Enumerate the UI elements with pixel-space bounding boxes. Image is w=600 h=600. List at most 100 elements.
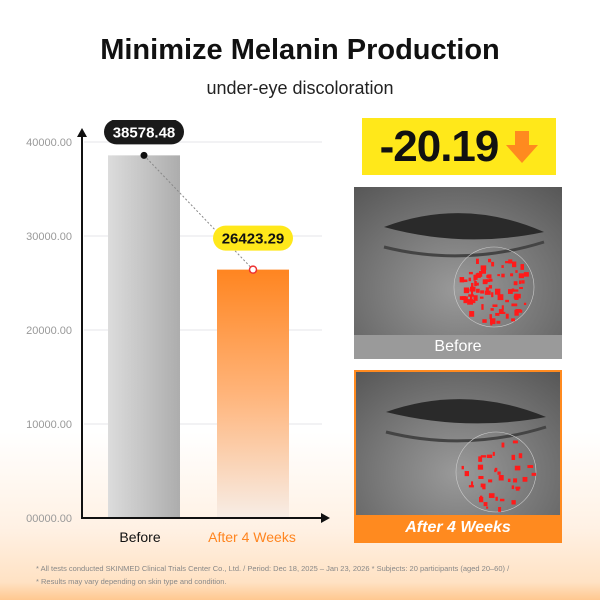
melanin-spot <box>491 261 495 267</box>
melanin-spot <box>468 485 474 488</box>
melanin-spot <box>514 309 519 316</box>
melanin-spot <box>486 275 492 278</box>
melanin-spot <box>459 277 465 283</box>
melanin-spot <box>501 442 505 448</box>
melanin-spot <box>510 273 514 277</box>
melanin-spot <box>505 299 509 303</box>
melanin-spot <box>520 264 525 270</box>
melanin-spot <box>507 478 511 483</box>
eye-image-before <box>354 187 562 359</box>
data-label-bg <box>104 120 184 145</box>
melanin-spot <box>499 498 505 502</box>
melanin-spot <box>531 472 537 476</box>
point-after <box>248 265 258 274</box>
y-tick-label: 00000.00 <box>26 513 72 525</box>
melanin-spot <box>471 290 474 296</box>
melanin-spot <box>495 496 498 501</box>
melanin-spot <box>523 302 527 306</box>
melanin-spot <box>515 487 520 491</box>
melanin-spot <box>475 273 481 278</box>
melanin-spot <box>469 311 475 317</box>
melanin-spot <box>498 475 504 481</box>
melanin-spot <box>467 299 473 305</box>
melanin-spot <box>513 281 518 286</box>
melanin-spot <box>514 293 518 300</box>
melanin-spot <box>497 274 500 277</box>
melanin-spot <box>473 295 478 301</box>
melanin-spot <box>464 296 468 303</box>
page-subtitle: under-eye discoloration <box>206 78 394 98</box>
melanin-spot <box>476 272 480 276</box>
melanin-spot <box>515 486 521 489</box>
melanin-spot <box>488 479 493 483</box>
arrow-down-icon <box>506 130 539 163</box>
melanin-spot <box>470 300 476 304</box>
footnote-2: * Results may vary depending on skin typ… <box>36 577 227 586</box>
melanin-spot <box>498 507 502 512</box>
melanin-spot <box>461 465 464 470</box>
melanin-spot <box>505 313 509 319</box>
melanin-spot <box>470 295 473 302</box>
x-label-after: After 4 Weeks <box>208 529 296 545</box>
melanin-spot <box>488 285 493 289</box>
melanin-spot <box>480 290 485 294</box>
melanin-spot <box>490 322 493 326</box>
data-label: 26423.29 <box>222 231 285 248</box>
melanin-spot <box>491 292 494 298</box>
melanin-spot <box>486 454 493 458</box>
bar-before <box>108 155 180 518</box>
melanin-spot <box>521 280 525 284</box>
melanin-spot <box>488 278 493 282</box>
melanin-spot <box>492 304 498 307</box>
melanin-spot <box>518 273 524 279</box>
melanin-spot <box>488 258 492 263</box>
melanin-spot <box>502 311 506 314</box>
melanin-spot <box>475 282 479 286</box>
melanin-spot <box>497 471 501 475</box>
melanin-spot <box>496 320 501 324</box>
before-photo: Before <box>354 187 562 359</box>
melanin-spot <box>480 265 487 271</box>
melanin-spot <box>512 261 517 268</box>
melanin-spot <box>513 289 519 292</box>
melanin-spot <box>529 465 533 468</box>
melanin-spot <box>473 274 476 281</box>
y-tick-label: 20000.00 <box>26 325 72 337</box>
eye-image-after <box>356 372 560 541</box>
melanin-spot <box>486 506 489 509</box>
after-photo: After 4 Weeks <box>354 370 562 543</box>
melanin-spot <box>484 290 491 295</box>
melanin-spot <box>508 259 513 264</box>
x-label-before: Before <box>119 529 160 545</box>
melanin-spot <box>464 471 469 477</box>
melanin-spot <box>512 440 518 444</box>
melanin-spot <box>501 273 505 278</box>
melanin-spot <box>511 485 515 490</box>
melanin-spot <box>518 280 522 284</box>
melanin-spot <box>478 475 484 479</box>
after-caption: After 4 Weeks <box>356 515 560 541</box>
bar-chart: 00000.00 10000.00 20000.00 30000.00 40000.00… <box>26 120 330 545</box>
melanin-spot <box>511 288 515 292</box>
y-tick-label: 10000.00 <box>26 419 72 431</box>
melanin-spot <box>494 288 501 295</box>
melanin-spot <box>463 287 469 294</box>
melanin-spot <box>476 258 479 264</box>
melanin-spot <box>488 493 495 498</box>
point-before <box>140 151 148 159</box>
y-tick-label: 40000.00 <box>26 137 72 149</box>
melanin-spot <box>522 476 528 482</box>
melanin-spot <box>497 294 504 301</box>
melanin-spot <box>480 483 483 488</box>
melanin-spot <box>485 287 489 292</box>
melanin-spot <box>490 308 494 311</box>
melanin-spot <box>468 277 472 282</box>
melanin-spot <box>462 279 468 283</box>
melanin-spot <box>507 289 513 294</box>
bar-after <box>217 269 289 518</box>
melanin-spot <box>498 309 504 314</box>
footnote-1: * All tests conducted SKINMED Clinical T… <box>36 564 510 573</box>
melanin-spot <box>486 279 491 283</box>
data-label: 38578.48 <box>113 124 176 141</box>
melanin-spot <box>481 304 484 310</box>
